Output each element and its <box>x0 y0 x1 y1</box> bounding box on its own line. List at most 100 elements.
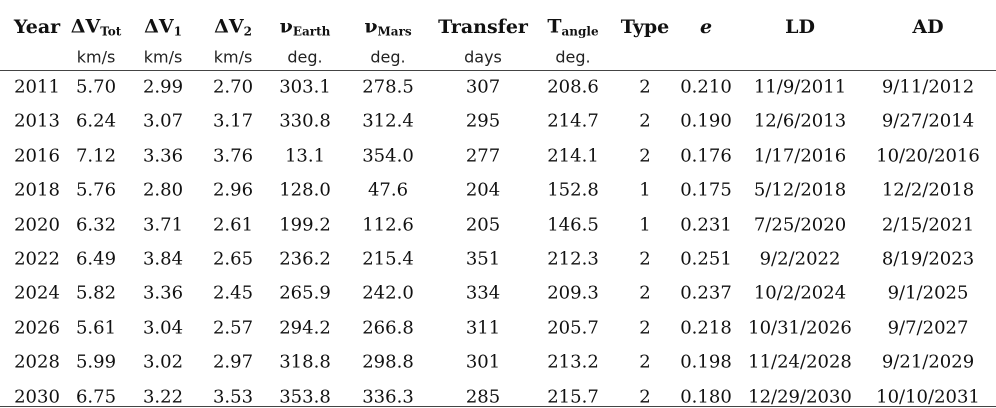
table-cell: 265.9 <box>279 282 331 304</box>
unit-label: km/s <box>76 47 116 67</box>
table-cell: 2016 <box>14 145 60 167</box>
table-cell: 2 <box>639 351 651 373</box>
header-subscript: Mars <box>377 24 412 39</box>
unit-label: km/s <box>143 47 183 67</box>
column-header: Year <box>14 16 60 38</box>
table-cell: 2028 <box>14 351 60 373</box>
table-cell: 214.1 <box>547 145 599 167</box>
table-cell: 5.82 <box>75 282 117 304</box>
table-cell: 0.180 <box>680 386 732 408</box>
table-cell: 0.176 <box>680 145 732 167</box>
table-cell: 10/20/2016 <box>876 145 980 167</box>
table-cell: 6.75 <box>75 386 117 408</box>
table-cell: 2.99 <box>142 76 184 98</box>
table-cell: 336.3 <box>362 386 414 408</box>
table-cell: 12/6/2013 <box>753 110 847 132</box>
column-header: νEarth <box>280 16 331 39</box>
table-cell: 0.218 <box>680 317 732 339</box>
table-cell: 5.61 <box>75 317 117 339</box>
table-cell: 3.71 <box>142 214 184 236</box>
table-cell: 278.5 <box>362 76 414 98</box>
table-cell: 285 <box>465 386 501 408</box>
table-cell: 10/10/2031 <box>876 386 980 408</box>
table-cell: 9/1/2025 <box>887 282 969 304</box>
table-cell: 10/31/2026 <box>748 317 852 339</box>
header-main: e <box>699 16 713 38</box>
table-cell: 2022 <box>14 248 60 270</box>
table-cell: 2011 <box>14 76 60 98</box>
table-cell: 13.1 <box>284 145 326 167</box>
table-cell: 307 <box>465 76 501 98</box>
table-cell: 2.80 <box>142 179 184 201</box>
unit-label: days <box>464 47 502 67</box>
table-cell: 3.17 <box>212 110 254 132</box>
column-header: AD <box>912 16 943 38</box>
header-main: LD <box>785 16 815 38</box>
table-cell: 1/17/2016 <box>753 145 847 167</box>
column-header: LD <box>785 16 815 38</box>
table-cell: 146.5 <box>547 214 599 236</box>
table-cell: 2/15/2021 <box>881 214 975 236</box>
header-main: AD <box>912 16 944 38</box>
table-cell: 205.7 <box>547 317 599 339</box>
header-subscript: angle <box>561 24 599 39</box>
header-main: Transfer <box>438 16 528 38</box>
table-cell: 7.12 <box>75 145 117 167</box>
table-cell: 353.8 <box>279 386 331 408</box>
header-subscript: Tot <box>100 24 122 39</box>
header-subscript: 2 <box>243 24 252 39</box>
table-cell: 7/25/2020 <box>753 214 847 236</box>
table-cell: 9/27/2014 <box>881 110 975 132</box>
table-cell: 236.2 <box>279 248 331 270</box>
header-subscript: Earth <box>292 24 331 39</box>
column-header: Tangle <box>547 16 598 39</box>
table-cell: 214.7 <box>547 110 599 132</box>
header-main: T <box>547 15 562 38</box>
table-cell: 3.84 <box>142 248 184 270</box>
table-cell: 12/2/2018 <box>881 179 975 201</box>
table-cell: 2018 <box>14 179 60 201</box>
table-cell: 204 <box>465 179 501 201</box>
table-cell: 12/29/2030 <box>748 386 852 408</box>
table-cell: 3.22 <box>142 386 184 408</box>
table-cell: 3.07 <box>142 110 184 132</box>
header-main: ΔV <box>144 15 174 38</box>
table-cell: 205 <box>465 214 501 236</box>
header-main: Year <box>13 16 61 38</box>
table-cell: 312.4 <box>362 110 414 132</box>
table-cell: 351 <box>465 248 501 270</box>
header-main: ΔV <box>70 15 101 38</box>
header-subscript: 1 <box>173 24 182 39</box>
table-cell: 242.0 <box>362 282 414 304</box>
table-cell: 2 <box>639 145 651 167</box>
table-cell: 112.6 <box>362 214 414 236</box>
table-cell: 311 <box>465 317 501 339</box>
unit-label: deg. <box>287 47 323 67</box>
table-cell: 266.8 <box>362 317 414 339</box>
table-cell: 11/9/2011 <box>753 76 847 98</box>
table-cell: 215.7 <box>547 386 599 408</box>
table-cell: 6.49 <box>75 248 117 270</box>
table-cell: 295 <box>465 110 501 132</box>
table-cell: 2 <box>639 386 651 408</box>
column-header: ΔV1 <box>144 16 182 39</box>
table-cell: 9/11/2012 <box>881 76 975 98</box>
header-main: ν <box>364 15 378 38</box>
table-cell: 0.210 <box>680 76 732 98</box>
table-cell: 2.97 <box>212 351 254 373</box>
column-header: νMars <box>364 16 411 39</box>
header-main: ν <box>279 15 293 38</box>
table-cell: 2030 <box>14 386 60 408</box>
table-cell: 212.3 <box>547 248 599 270</box>
table-cell: 2.57 <box>212 317 254 339</box>
table-cell: 0.251 <box>680 248 732 270</box>
table-cell: 6.32 <box>75 214 117 236</box>
table-cell: 2.61 <box>212 214 254 236</box>
table-cell: 152.8 <box>547 179 599 201</box>
table-cell: 2013 <box>14 110 60 132</box>
table-cell: 354.0 <box>362 145 414 167</box>
unit-label: deg. <box>555 47 591 67</box>
table-cell: 0.237 <box>680 282 732 304</box>
table-cell: 209.3 <box>547 282 599 304</box>
